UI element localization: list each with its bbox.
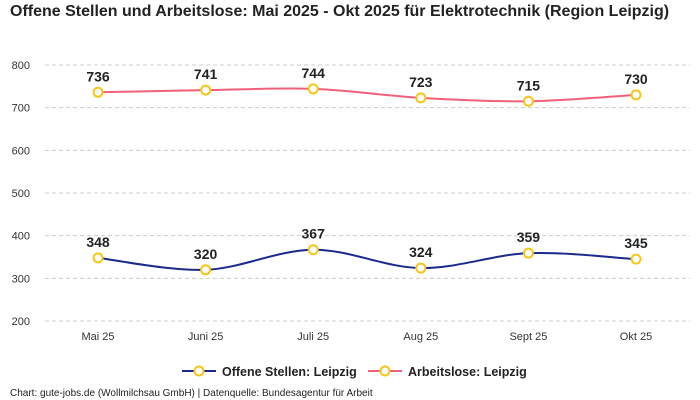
legend-marker: [379, 365, 391, 377]
data-point: [92, 86, 104, 98]
data-label: 744: [302, 65, 326, 81]
data-label: 324: [409, 244, 433, 260]
data-point: [630, 89, 642, 101]
y-tick-label: 300: [12, 273, 30, 285]
data-point: [307, 244, 319, 256]
data-label: 320: [194, 246, 218, 262]
data-point: [630, 253, 642, 265]
data-point: [415, 92, 427, 104]
y-tick-label: 800: [12, 60, 30, 72]
legend-label: Offene Stellen: Leipzig: [222, 365, 357, 379]
x-tick-label: Juli 25: [297, 331, 329, 343]
data-point: [522, 247, 534, 259]
data-label: 348: [86, 234, 110, 250]
footer-source: Chart: gute-jobs.de (Wollmilchsau GmbH) …: [10, 388, 373, 399]
data-label: 723: [409, 74, 433, 90]
x-tick-label: Sept 25: [509, 331, 547, 343]
data-point: [522, 95, 534, 107]
y-tick-label: 400: [12, 231, 30, 243]
x-tick-label: Mai 25: [81, 331, 114, 343]
x-tick-label: Juni 25: [188, 331, 223, 343]
x-tick-label: Okt 25: [620, 331, 652, 343]
series-line: [97, 87, 637, 103]
legend-label: Arbeitslose: Leipzig: [408, 365, 527, 379]
data-point: [92, 252, 104, 264]
y-tick-label: 500: [12, 188, 30, 200]
data-point: [200, 264, 212, 276]
data-label: 736: [86, 68, 110, 84]
data-label: 345: [624, 235, 648, 251]
data-point: [200, 84, 212, 96]
data-label: 715: [517, 77, 541, 93]
data-point: [415, 262, 427, 274]
data-label: 359: [517, 229, 541, 245]
data-point: [307, 83, 319, 95]
y-tick-label: 600: [12, 145, 30, 157]
y-tick-label: 700: [12, 103, 30, 115]
series-line: [97, 248, 637, 271]
data-label: 741: [194, 66, 218, 82]
x-tick-label: Aug 25: [403, 331, 438, 343]
data-label: 367: [302, 226, 326, 242]
legend-marker: [193, 365, 205, 377]
chart-title: Offene Stellen und Arbeitslose: Mai 2025…: [10, 3, 670, 20]
data-label: 730: [624, 71, 648, 87]
y-tick-label: 200: [12, 316, 30, 328]
